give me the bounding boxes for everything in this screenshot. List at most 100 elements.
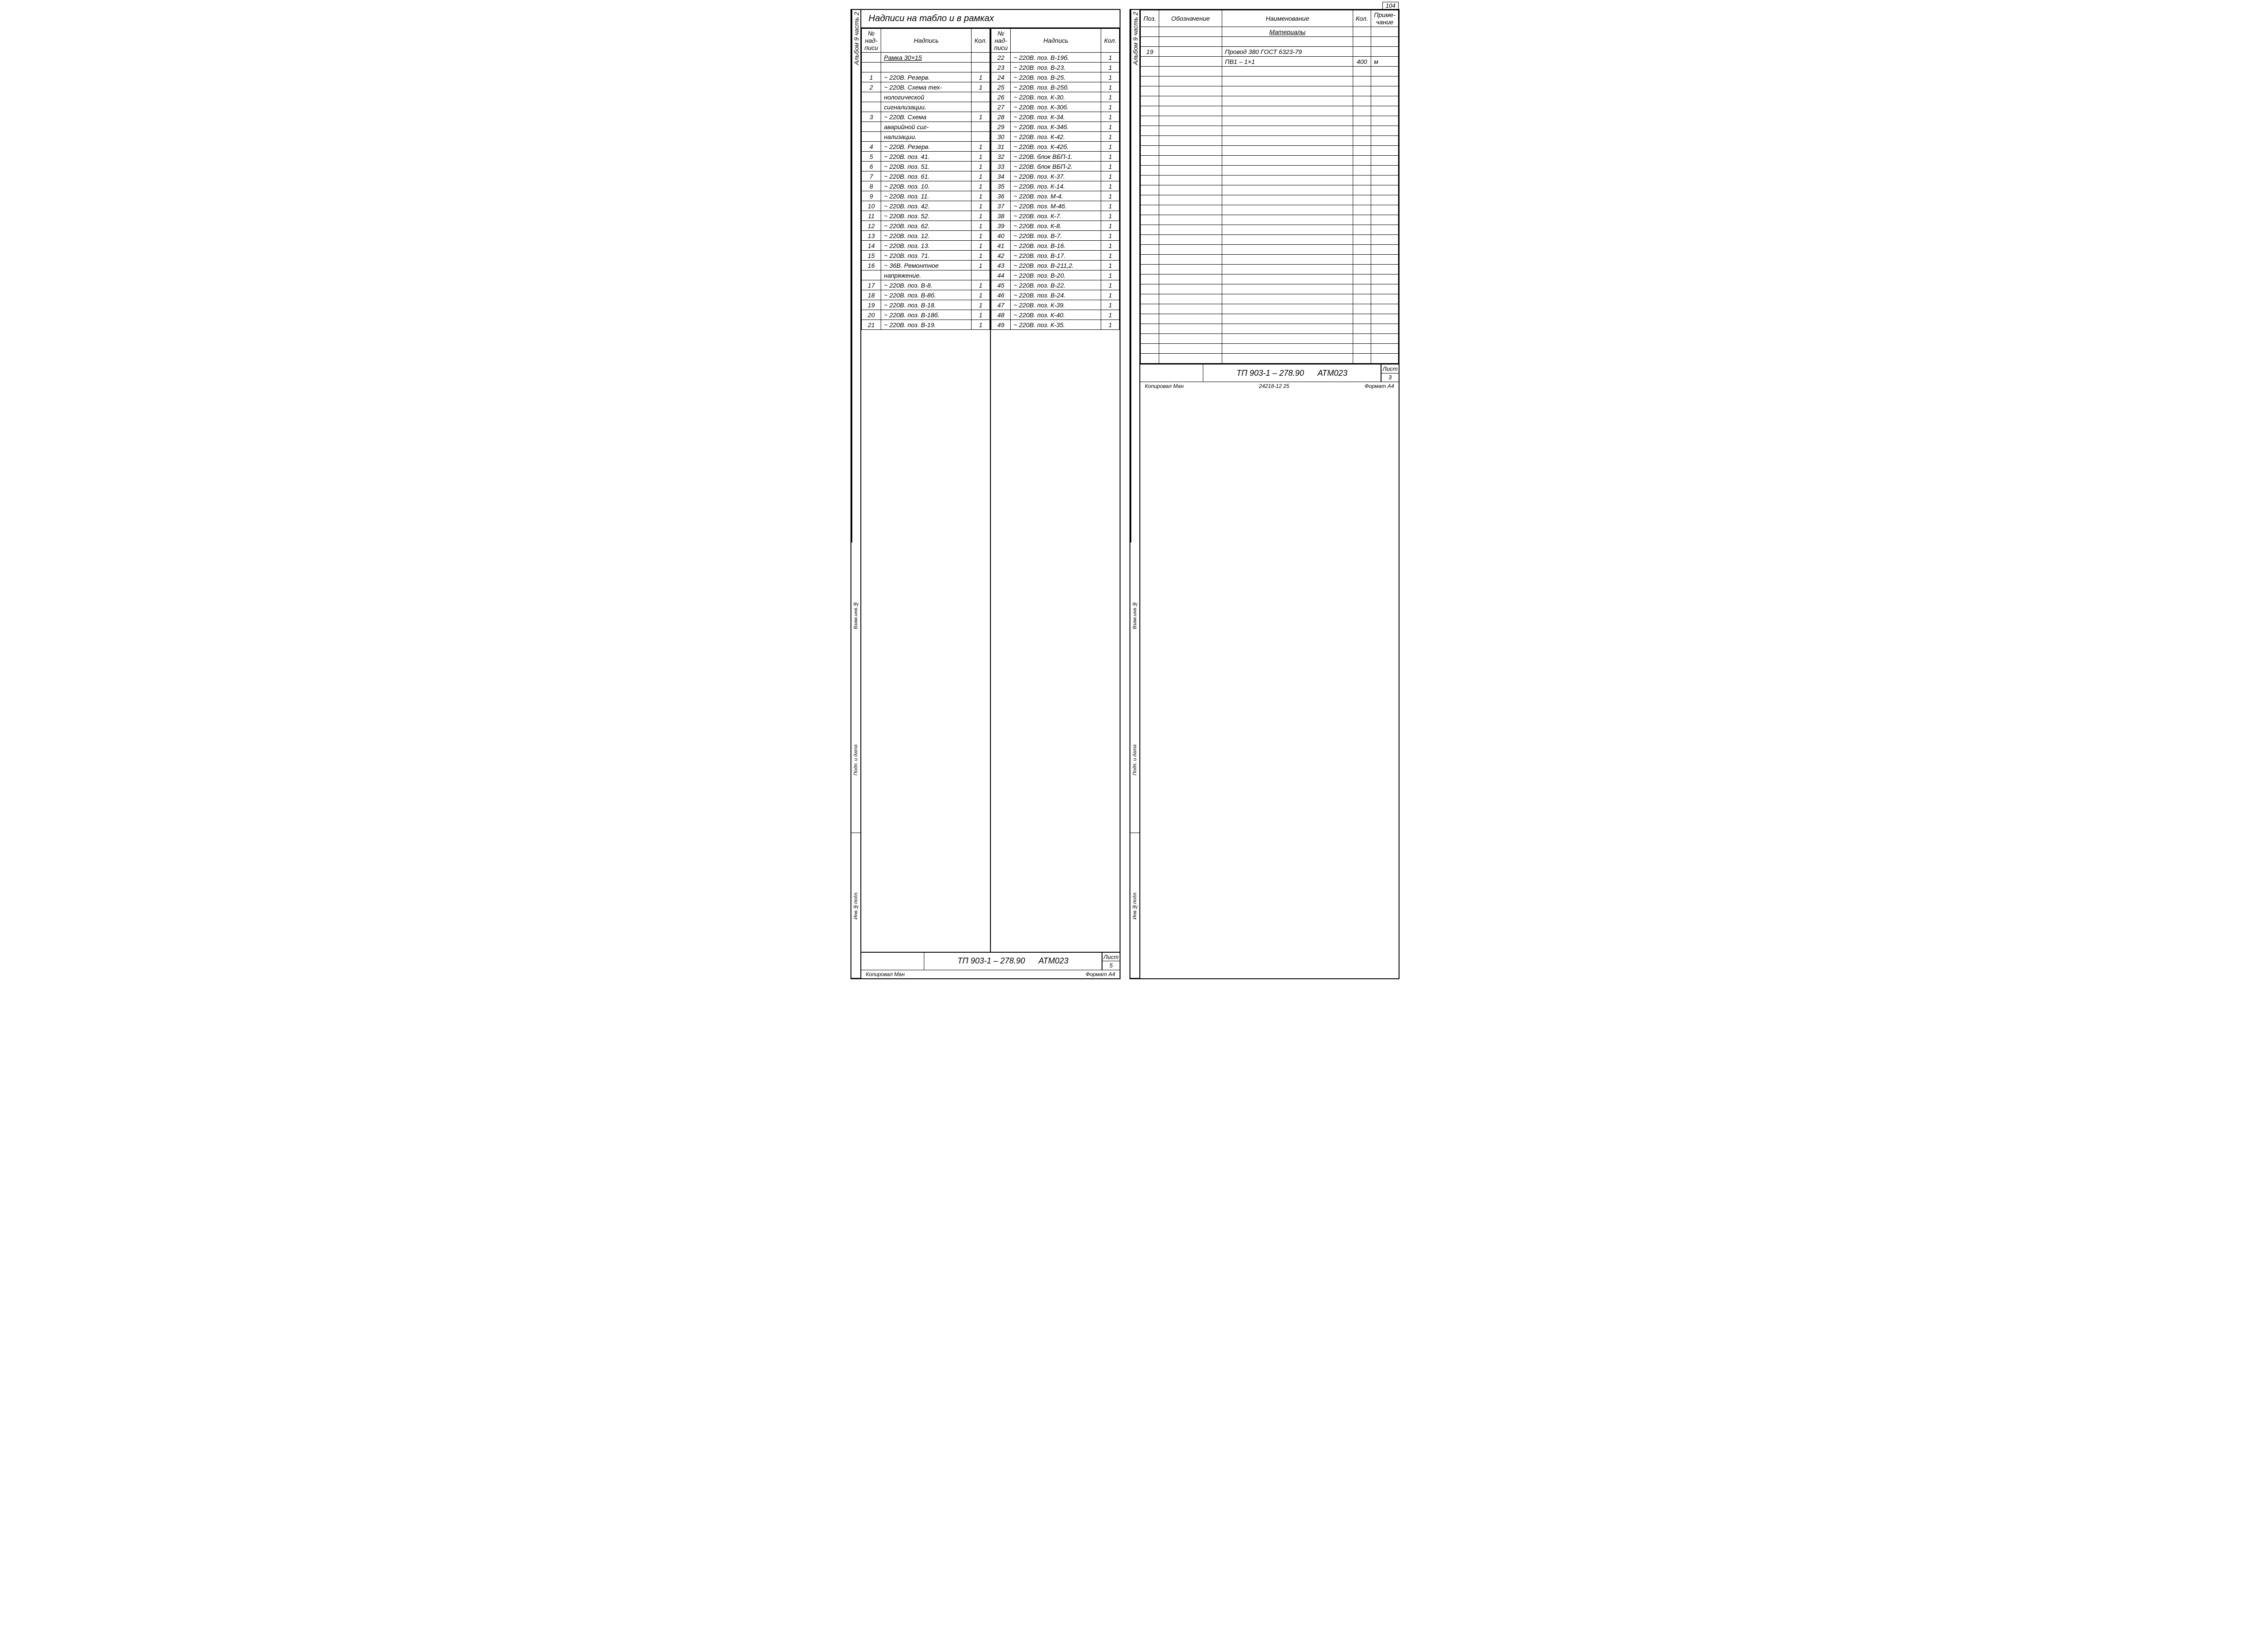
col-header-label: Надпись <box>1011 29 1101 53</box>
table-row <box>1141 284 1399 294</box>
table-row: 8~ 220В. поз. 10.1 <box>862 181 990 191</box>
table-row <box>1141 225 1399 235</box>
table-row: сигнализации. <box>862 102 990 112</box>
table-row: 25~ 220В. поз. В-25б.1 <box>991 82 1120 92</box>
table-row: 15~ 220В. поз. 71.1 <box>862 251 990 261</box>
table-row <box>1141 136 1399 146</box>
side-column: Альбом 9 часть 2 Взам.инв.№ Подп. и дата… <box>1130 10 1140 978</box>
col-header-label: Надпись <box>881 29 972 53</box>
col-header-n: № над-писи <box>991 29 1011 53</box>
table-row: 41~ 220В. поз. В-16.1 <box>991 241 1120 251</box>
table-row: 19Провод 380 ГОСТ 6323-79 <box>1141 47 1399 57</box>
table-row <box>1141 67 1399 77</box>
labels-table-left: № над-писи Надпись Кол. Рамка 30×15 1~ 22… <box>861 28 990 330</box>
drawing-code: ТП 903-1 – 278.90 <box>958 956 1025 966</box>
drawing-code: ТП 903-1 – 278.90 <box>1237 369 1304 378</box>
table-row: 37~ 220В. поз. М-4б.1 <box>991 201 1120 211</box>
table-row <box>1141 195 1399 205</box>
sheet-number: 3 <box>1382 374 1399 382</box>
table-row <box>1141 185 1399 195</box>
table-row: 22~ 220В. поз. В-19б.1 <box>991 53 1120 63</box>
table-row: нологической <box>862 92 990 102</box>
col-header-kol: Кол. <box>972 29 990 53</box>
table-row: 29~ 220В. поз. К-34б.1 <box>991 122 1120 132</box>
table-row: 16~ 36В. Ремонтное1 <box>862 261 990 270</box>
table-row: 49~ 220В. поз. К-35.1 <box>991 320 1120 330</box>
table-row <box>1141 116 1399 126</box>
table-row: 2~ 220В. Схема тех-1 <box>862 82 990 92</box>
table-row: 31~ 220В. поз. К-42б.1 <box>991 142 1120 152</box>
labels-table-right: № над-писи Надпись Кол. 22~ 220В. поз. В… <box>991 28 1120 330</box>
sheet-left: Альбом 9 часть 2 Взам.инв.№ Подп. и дата… <box>850 9 1120 979</box>
table-row <box>1141 354 1399 364</box>
table-row: 47~ 220В. поз. К-39.1 <box>991 300 1120 310</box>
table-row: 48~ 220В. поз. К-40.1 <box>991 310 1120 320</box>
title-block: ТП 903-1 – 278.90 АТМ023 Лист 5 <box>861 952 1120 970</box>
col-header-naim: Наименование <box>1222 10 1353 27</box>
table-row <box>1141 86 1399 96</box>
table-row: 12~ 220В. поз. 62.1 <box>862 221 990 231</box>
title-block: ТП 903-1 – 278.90 АТМ023 Лист 3 <box>1140 364 1399 382</box>
table-row: 20~ 220В. поз. В-18б.1 <box>862 310 990 320</box>
atm-code: АТМ023 <box>1039 956 1068 966</box>
sheet-title: Надписи на табло и в рамках <box>861 10 1120 28</box>
album-label: Альбом 9 часть 2 <box>1130 10 1139 543</box>
side-column: Альбом 9 часть 2 Взам.инв.№ Подп. и дата… <box>851 10 861 978</box>
table-row <box>1141 294 1399 304</box>
table-row: 42~ 220В. поз. В-17.1 <box>991 251 1120 261</box>
col-header-kol: Кол. <box>1353 10 1371 27</box>
side-seg: Инв.№подл. <box>851 833 860 978</box>
table-row: 27~ 220В. поз. К-30б.1 <box>991 102 1120 112</box>
table-row <box>1141 176 1399 185</box>
table-row: 5~ 220В. поз. 41.1 <box>862 152 990 162</box>
table-row <box>1141 245 1399 255</box>
table-row: 19~ 220В. поз. В-18.1 <box>862 300 990 310</box>
table-row: Рамка 30×15 <box>862 53 990 63</box>
table-row <box>1141 106 1399 116</box>
table-row <box>1141 255 1399 265</box>
col-header-n: № над-писи <box>862 29 881 53</box>
table-row: 10~ 220В. поз. 42.1 <box>862 201 990 211</box>
table-row: 26~ 220В. поз. К-30.1 <box>991 92 1120 102</box>
table-row <box>1141 334 1399 344</box>
table-row: 4~ 220В. Резерв.1 <box>862 142 990 152</box>
side-seg: Инв.№подл. <box>1130 833 1139 978</box>
table-row: 39~ 220В. поз. К-8.1 <box>991 221 1120 231</box>
table-row <box>1141 77 1399 86</box>
table-row: 23~ 220В. поз. В-23.1 <box>991 63 1120 72</box>
table-row: 1~ 220В. Резерв.1 <box>862 72 990 82</box>
table-row <box>1141 126 1399 136</box>
bottom-note: Копировал Ман 24218-12 25 Формат А4 <box>1140 382 1399 390</box>
table-row: ПВ1 – 1×1400м <box>1141 57 1399 67</box>
table-row <box>1141 324 1399 334</box>
table-row: 13~ 220В. поз. 12.1 <box>862 231 990 241</box>
bottom-note: Копировал Ман Формат А4 <box>861 970 1120 978</box>
table-row: 32~ 220В. блок ВБП-1.1 <box>991 152 1120 162</box>
col-header-prim: Приме-чание <box>1371 10 1399 27</box>
table-row <box>1141 265 1399 275</box>
table-row: Материалы <box>1141 27 1399 37</box>
table-row: 7~ 220В. поз. 61.1 <box>862 171 990 181</box>
table-row <box>1141 275 1399 284</box>
table-row <box>862 63 990 72</box>
table-row <box>1141 205 1399 215</box>
sheet-right: 104 Альбом 9 часть 2 Взам.инв.№ Подп. и … <box>1130 9 1400 979</box>
table-row: 33~ 220В. блок ВБП-2.1 <box>991 162 1120 171</box>
table-row: 45~ 220В. поз. В-22.1 <box>991 280 1120 290</box>
table-row: аварийной сиг- <box>862 122 990 132</box>
col-header-kol: Кол. <box>1101 29 1120 53</box>
table-row <box>1141 314 1399 324</box>
table-row <box>1141 304 1399 314</box>
atm-code: АТМ023 <box>1318 369 1347 378</box>
table-row: 24~ 220В. поз. В-25.1 <box>991 72 1120 82</box>
spec-table: Поз. Обозначение Наименование Кол. Приме… <box>1140 10 1399 364</box>
table-row: напряжение. <box>862 270 990 280</box>
side-seg: Взам.инв.№ <box>851 543 860 688</box>
table-row: 6~ 220В. поз. 51.1 <box>862 162 990 171</box>
table-row: 14~ 220В. поз. 13.1 <box>862 241 990 251</box>
side-seg: Подп. и дата <box>851 688 860 833</box>
table-row: 3~ 220В. Схема1 <box>862 112 990 122</box>
table-row: 38~ 220В. поз. К-7.1 <box>991 211 1120 221</box>
table-row: 46~ 220В. поз. В-24.1 <box>991 290 1120 300</box>
table-row: 43~ 220В. поз. В-211,2.1 <box>991 261 1120 270</box>
